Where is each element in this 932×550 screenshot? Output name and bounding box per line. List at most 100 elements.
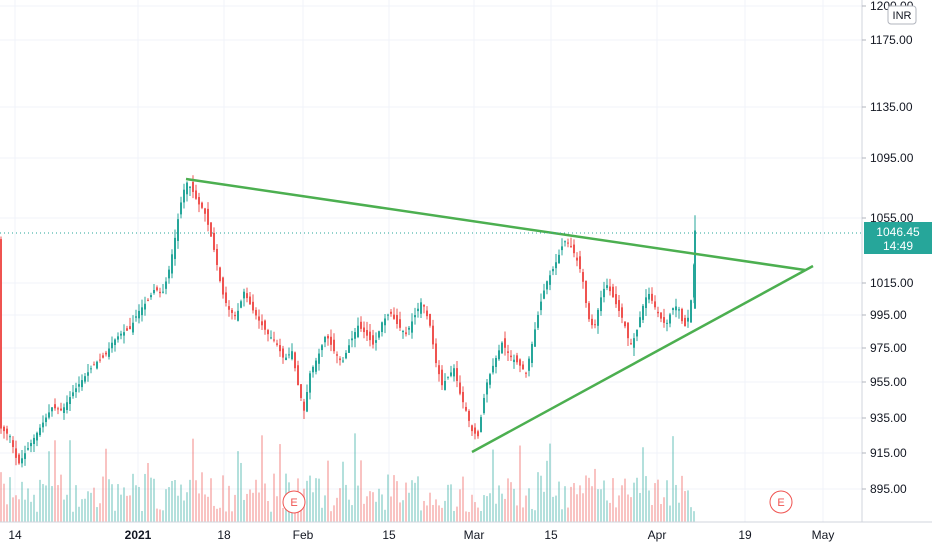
candle-body [0,239,2,429]
volume-bar [516,505,518,522]
volume-bar [519,445,521,522]
price-axis[interactable]: 1200.001175.001135.001095.001055.001015.… [862,0,914,496]
candle-body [162,291,164,293]
lower-trendline[interactable] [471,264,814,454]
candle-body [453,368,455,377]
volume-bar [336,497,338,522]
candle-body [537,314,539,328]
volume-bar [45,485,47,522]
volume-bar [3,483,5,522]
candle-body [186,182,188,195]
candle-body [411,321,413,333]
volume-bar [51,486,53,522]
candle-body [201,202,203,208]
candle-body [468,410,470,421]
candle-body [126,328,128,331]
candle-body [219,267,221,282]
volume-bar [396,481,398,522]
candle-body [414,315,416,318]
volume-bar [576,494,578,522]
volume-bar [513,488,515,522]
volume-bar [366,496,368,522]
candle-body [78,384,80,387]
volume-bar [426,505,428,522]
candle-body [15,448,17,458]
volume-bar [6,504,8,522]
volume-bar [306,480,308,522]
candle-body [291,351,293,360]
candle-body [264,320,266,330]
volume-bar [447,484,449,522]
volume-bar [333,505,335,522]
volume-bar [399,502,401,522]
volume-bar [618,495,620,522]
trendlines[interactable] [185,177,814,454]
candle-body [9,436,11,438]
candle-body [564,241,566,243]
volume-bar [99,503,101,522]
volume-bar [591,486,593,522]
volume-bar [390,496,392,522]
candle-body [300,384,302,398]
volume-bar [408,492,410,522]
volume-bar [522,507,524,522]
candle-body [225,292,227,304]
candle-body [456,368,458,381]
candle-body [132,322,134,333]
candle-body [510,355,512,358]
y-tick-label: 895.00 [870,482,907,496]
time-axis[interactable]: 14 2021 18 Feb 15 Mar 15 Apr 19 May [8,528,834,542]
volume-bar [453,510,455,522]
y-tick-label: 915.00 [870,446,907,460]
volume-bar [327,460,329,522]
candle-body [282,348,284,358]
volume-bar [159,509,161,522]
candle-body [216,248,218,265]
candle-body [630,343,632,345]
currency-badge[interactable]: INR [887,5,917,25]
volume-bar [666,480,668,522]
earnings-marker[interactable]: E [769,490,793,514]
volume-bar [639,492,641,522]
volume-bar [60,474,62,522]
volume-bar [339,488,341,522]
volume-bar [546,460,548,522]
candle-body [588,303,590,320]
volume-bar [480,511,482,522]
volume-bar [420,510,422,522]
candle-body [378,331,380,338]
volume-bar [672,436,674,522]
volume-bar [624,478,626,522]
volume-bar [93,487,95,522]
volume-bar [318,478,320,522]
candle-body [273,339,275,341]
volume-bar [324,495,326,522]
volume-bar [174,480,176,522]
candle-body [621,307,623,318]
candle-body [594,324,596,326]
volume-bar [474,502,476,522]
candle-body [240,301,242,308]
y-tick-label: 995.00 [870,308,907,322]
candle-body [138,310,140,319]
volume-bar [81,499,83,522]
candle-body [270,337,272,339]
volume-bar [246,493,248,522]
x-tick-label: 19 [738,528,752,542]
earnings-marker[interactable]: E [282,490,306,514]
volume-bar [102,476,104,522]
upper-trendline[interactable] [185,177,806,272]
volume-bar [105,448,107,522]
volume-bar [621,485,623,522]
x-tick-label: May [812,528,835,542]
candle-body [576,257,578,261]
volume-bar [525,495,527,522]
y-tick-label: 1175.00 [870,33,913,47]
volume-bar [243,499,245,522]
volume-bar [540,475,542,522]
candle-body [306,392,308,412]
volume-bar [645,476,647,522]
candle-body [279,345,281,352]
